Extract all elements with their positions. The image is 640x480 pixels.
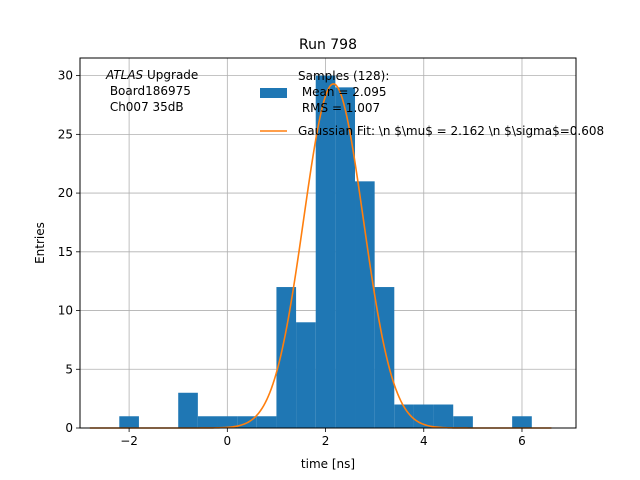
annotation-line-3: Ch007 35dB: [106, 100, 184, 114]
histogram-bar: [315, 75, 336, 428]
annotation-prefix: ATLAS: [105, 68, 144, 82]
legend: Samples (128): Mean = 2.095 RMS = 1.007 …: [260, 69, 604, 138]
legend-fit-label: Gaussian Fit: \n $\mu$ = 2.162 \n $\sigm…: [298, 124, 604, 138]
legend-histogram-swatch: [260, 88, 287, 98]
y-tick-label: 30: [58, 69, 73, 83]
x-tick-label: 4: [420, 434, 428, 448]
legend-histogram-line-1: Samples (128):: [298, 69, 389, 83]
histogram-bar: [256, 416, 277, 428]
histogram-bar: [433, 404, 454, 428]
histogram-bar: [178, 392, 198, 428]
annotation-line-1: ATLAS Upgrade: [105, 68, 198, 82]
histogram-bar: [276, 287, 297, 428]
y-tick-label: 0: [65, 421, 73, 435]
histogram-bar: [355, 181, 375, 428]
x-axis-label: time [ns]: [301, 457, 355, 471]
histogram-bar: [296, 322, 316, 428]
axis-ticks: −2 0 2 4 6 0 5 10 15 20 25 30: [58, 69, 526, 448]
y-tick-label: 15: [58, 245, 73, 259]
x-tick-label: 6: [518, 434, 526, 448]
legend-histogram-line-2: Mean = 2.095: [298, 85, 387, 99]
histogram-bar: [453, 416, 473, 428]
y-tick-label: 20: [58, 186, 73, 200]
x-tick-label: −2: [120, 434, 138, 448]
atlas-annotation: ATLAS Upgrade Board186975 Ch007 35dB: [105, 68, 198, 114]
y-tick-label: 5: [65, 362, 73, 376]
histogram-bar: [394, 404, 414, 428]
x-tick-label: 0: [224, 434, 232, 448]
chart-title: Run 798: [299, 37, 357, 53]
histogram-bar: [119, 416, 139, 428]
histogram-bar: [217, 416, 238, 428]
y-axis-label: Entries: [33, 222, 47, 264]
histogram-bar: [335, 87, 356, 428]
annotation-suffix: Upgrade: [143, 68, 198, 82]
histogram-bars: [119, 75, 532, 428]
plot-frame: [79, 57, 577, 429]
histogram-bar: [197, 416, 218, 428]
histogram-bar: [512, 416, 532, 428]
legend-histogram-line-3: RMS = 1.007: [298, 101, 380, 115]
y-tick-label: 10: [58, 304, 73, 318]
y-tick-label: 25: [58, 127, 73, 141]
annotation-line-2: Board186975: [106, 84, 191, 98]
x-tick-label: 2: [322, 434, 330, 448]
